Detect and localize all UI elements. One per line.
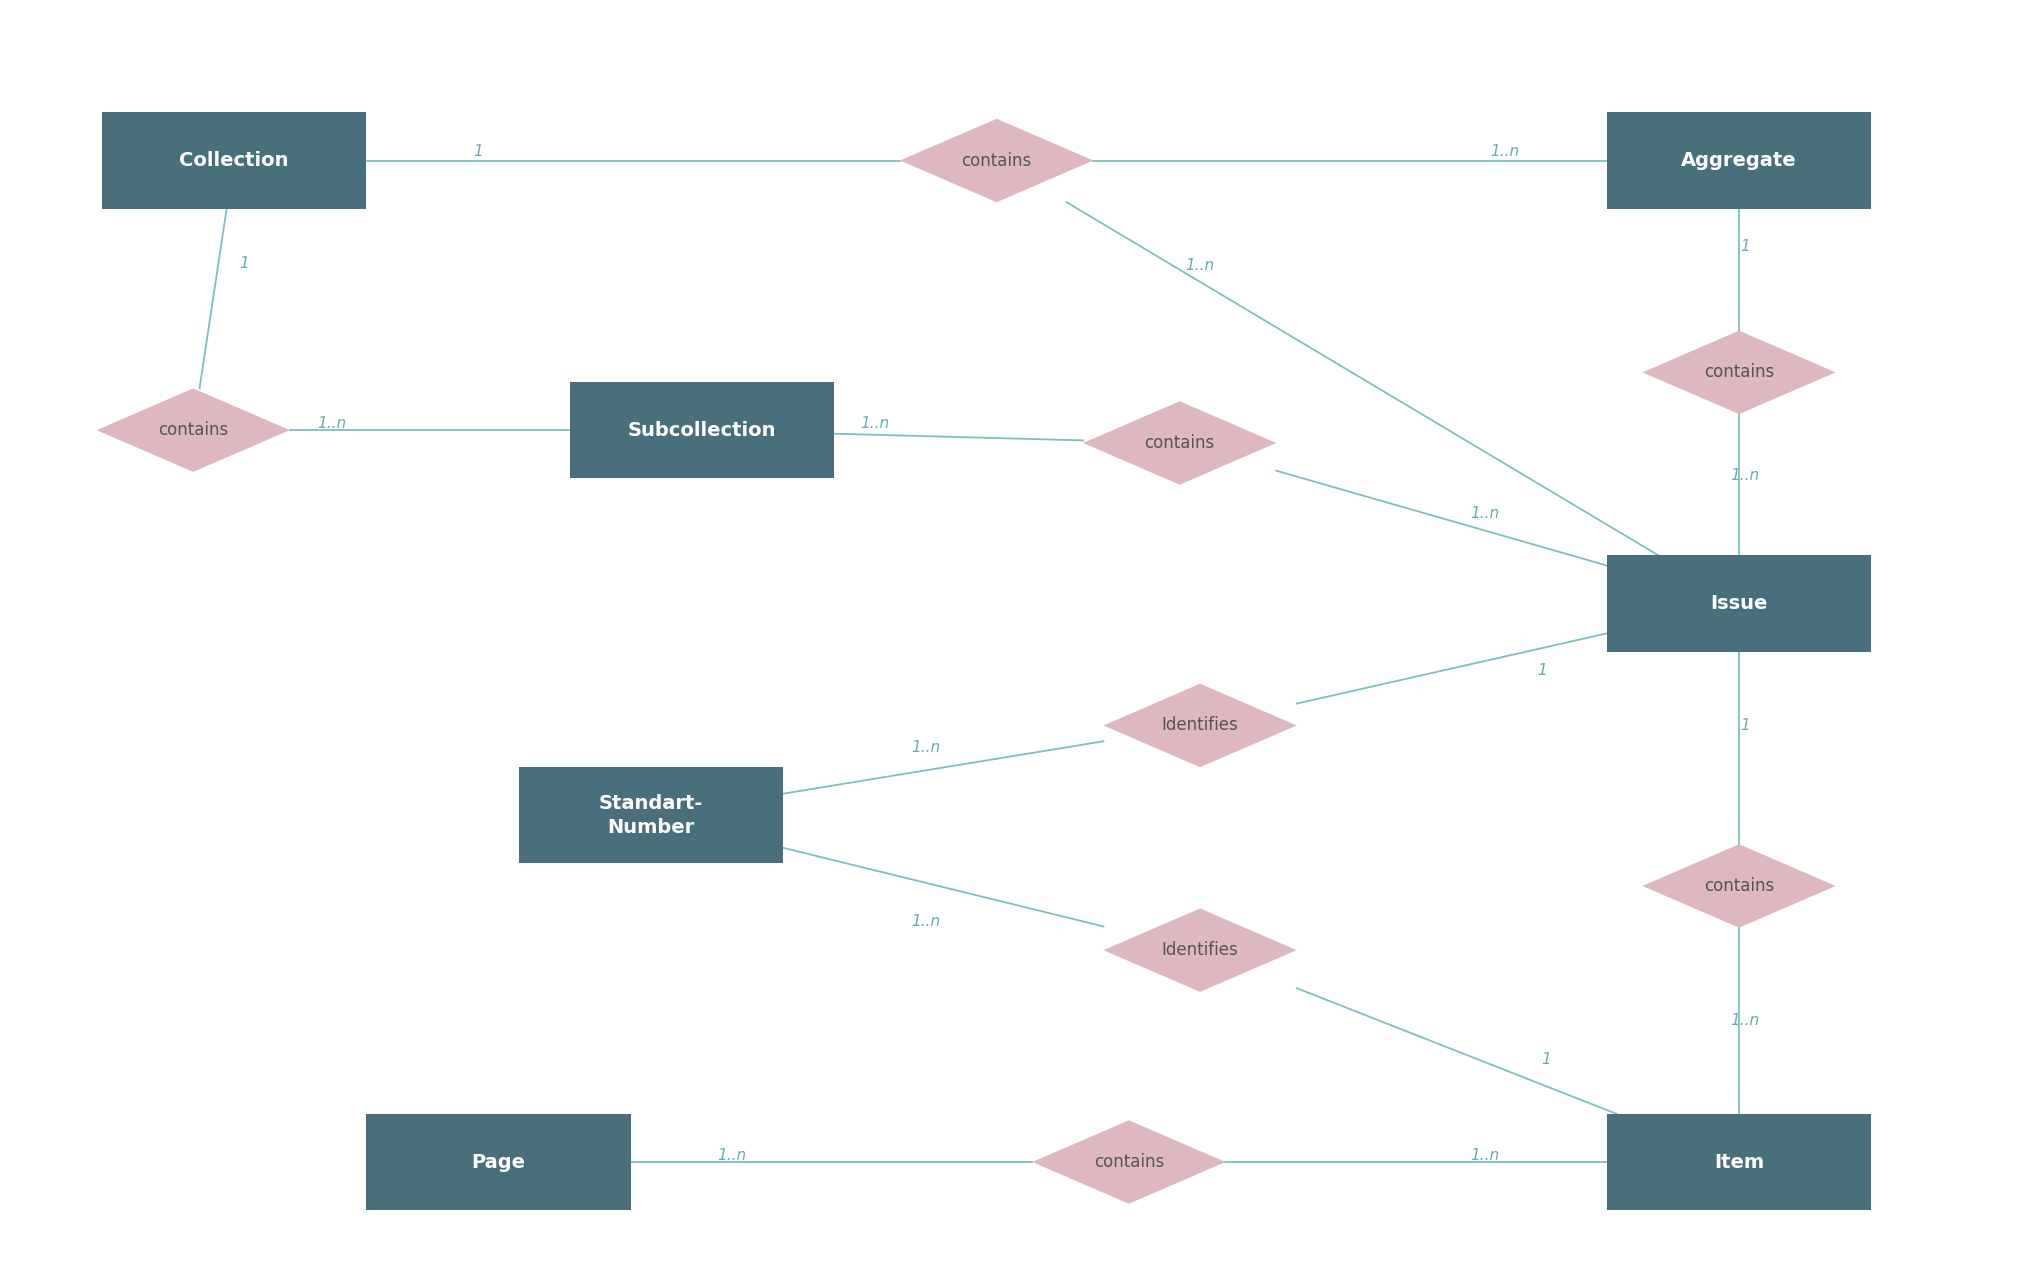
- Text: Item: Item: [1715, 1153, 1763, 1171]
- Polygon shape: [1102, 683, 1298, 768]
- FancyBboxPatch shape: [1607, 113, 1871, 208]
- Text: 1..n: 1..n: [718, 1148, 746, 1163]
- Text: Aggregate: Aggregate: [1682, 152, 1796, 169]
- Text: Identifies: Identifies: [1161, 716, 1239, 734]
- Text: contains: contains: [1094, 1153, 1163, 1171]
- Text: contains: contains: [1704, 877, 1774, 895]
- Text: contains: contains: [159, 421, 228, 439]
- Text: Identifies: Identifies: [1161, 941, 1239, 959]
- Text: 1: 1: [1538, 663, 1546, 678]
- Text: 1..n: 1..n: [911, 914, 940, 930]
- Polygon shape: [1643, 845, 1837, 927]
- Text: 1: 1: [1741, 239, 1749, 254]
- FancyBboxPatch shape: [570, 383, 834, 478]
- Text: 1..n: 1..n: [1186, 258, 1214, 273]
- Polygon shape: [899, 119, 1094, 203]
- FancyBboxPatch shape: [102, 113, 366, 208]
- Text: 1..n: 1..n: [1731, 467, 1759, 483]
- Text: contains: contains: [1145, 434, 1214, 452]
- Text: Subcollection: Subcollection: [626, 421, 777, 439]
- FancyBboxPatch shape: [366, 1115, 631, 1210]
- Text: 1: 1: [1542, 1052, 1550, 1067]
- Text: 1..n: 1..n: [911, 740, 940, 755]
- Polygon shape: [1084, 401, 1277, 484]
- FancyBboxPatch shape: [1607, 1115, 1871, 1210]
- Text: 1..n: 1..n: [317, 416, 346, 431]
- Text: 1: 1: [1741, 718, 1749, 733]
- Text: 1..n: 1..n: [1491, 144, 1519, 159]
- Polygon shape: [1102, 909, 1298, 991]
- Text: contains: contains: [962, 152, 1031, 169]
- Polygon shape: [98, 388, 291, 471]
- FancyBboxPatch shape: [519, 767, 783, 864]
- Text: 1: 1: [240, 256, 248, 271]
- Text: 1..n: 1..n: [860, 416, 889, 431]
- Text: 1..n: 1..n: [1471, 506, 1499, 521]
- Text: 1..n: 1..n: [1471, 1148, 1499, 1163]
- Polygon shape: [1643, 331, 1837, 413]
- Text: Collection: Collection: [179, 152, 289, 169]
- Text: 1: 1: [474, 144, 482, 159]
- Text: Standart-
Number: Standart- Number: [598, 794, 704, 837]
- Text: 1..n: 1..n: [1731, 1013, 1759, 1028]
- Text: Issue: Issue: [1711, 594, 1768, 612]
- FancyBboxPatch shape: [1607, 555, 1871, 651]
- Polygon shape: [1033, 1120, 1227, 1204]
- Text: contains: contains: [1704, 363, 1774, 381]
- Text: Page: Page: [472, 1153, 525, 1171]
